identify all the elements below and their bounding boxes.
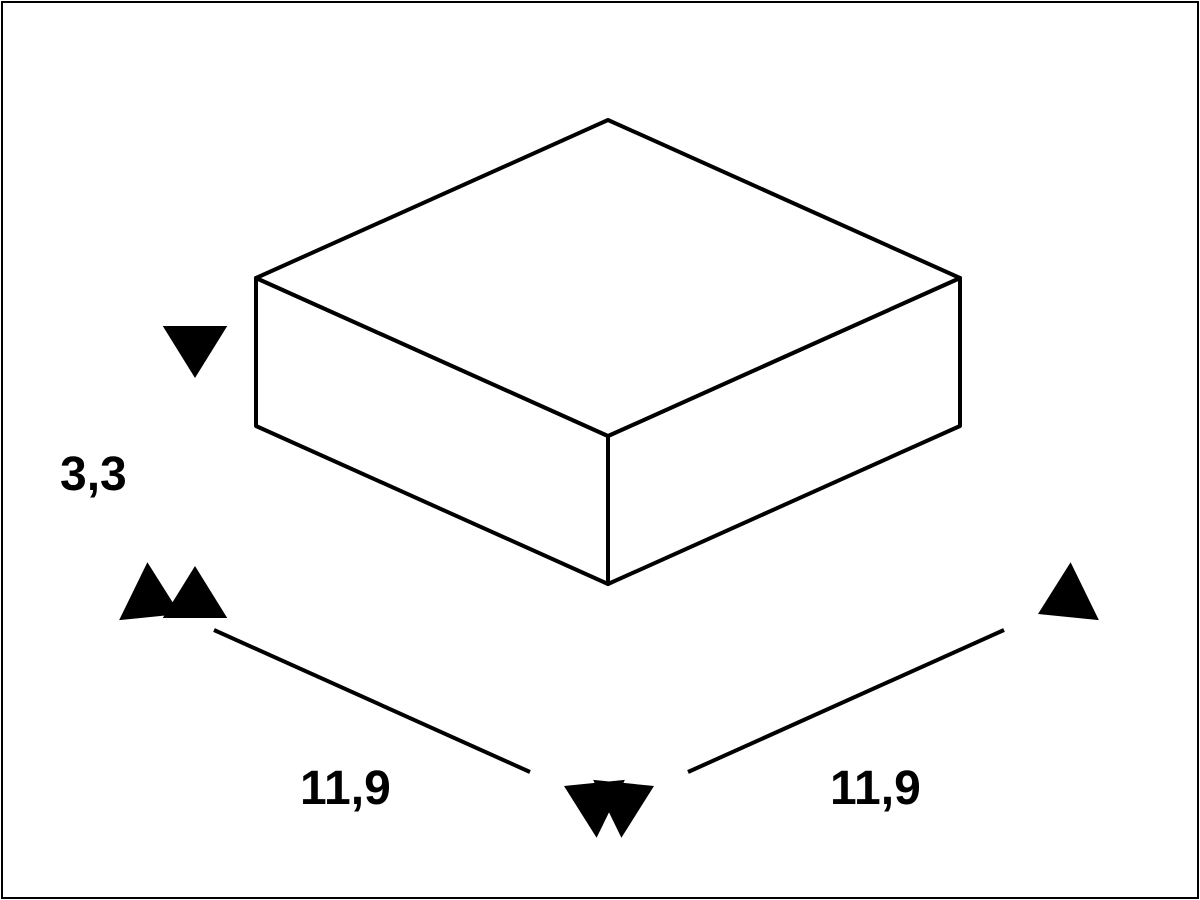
- arrow-down-icon: [163, 326, 227, 378]
- arrow-icon: [1038, 562, 1099, 620]
- depth-label: 11,9: [830, 762, 921, 815]
- isometric-dimension-diagram: 3,3 11,9 11,9: [0, 0, 1200, 900]
- width-label: 11,9: [300, 762, 391, 815]
- arrow-icon: [119, 562, 180, 620]
- height-label: 3,3: [60, 448, 127, 501]
- dim-line-right: [688, 630, 1004, 772]
- dim-line-left: [214, 630, 530, 772]
